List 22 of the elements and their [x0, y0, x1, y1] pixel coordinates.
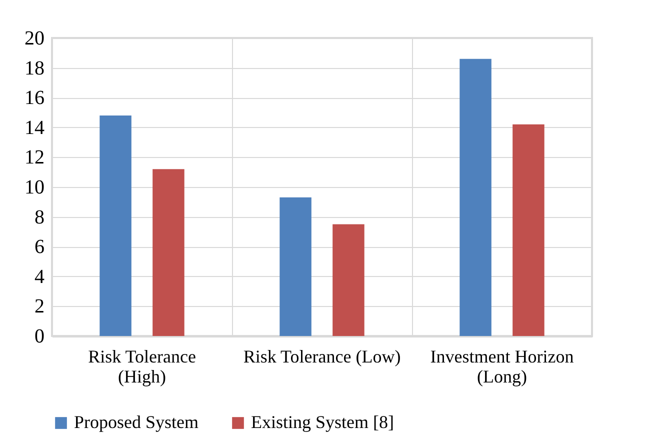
bar	[280, 197, 312, 336]
y-tick-label: 8	[34, 206, 44, 228]
y-tick-label: 6	[34, 236, 44, 258]
bar	[152, 169, 184, 336]
x-tick-label: Risk Tolerance (Low)	[243, 346, 401, 366]
y-tick-label: 4	[34, 266, 44, 288]
y-tick-label: 10	[24, 176, 44, 198]
bar	[460, 58, 492, 336]
bar	[100, 115, 132, 336]
y-tick-label: 20	[24, 28, 44, 50]
y-tick-label: 2	[34, 296, 44, 318]
x-tick-label: Investment Horizon (Long)	[430, 346, 574, 386]
y-tick-label: 18	[24, 57, 44, 80]
bar	[332, 224, 364, 336]
legend-label: Proposed System	[74, 412, 199, 432]
x-tick-label: Risk Tolerance (High)	[88, 346, 196, 386]
bar	[512, 124, 544, 336]
y-tick-label: 16	[24, 87, 44, 110]
y-tick-label: 12	[24, 146, 44, 169]
y-tick-label: 14	[24, 116, 44, 139]
y-tick-label: 0	[34, 326, 44, 348]
legend-label: Existing System [8]	[251, 412, 394, 432]
